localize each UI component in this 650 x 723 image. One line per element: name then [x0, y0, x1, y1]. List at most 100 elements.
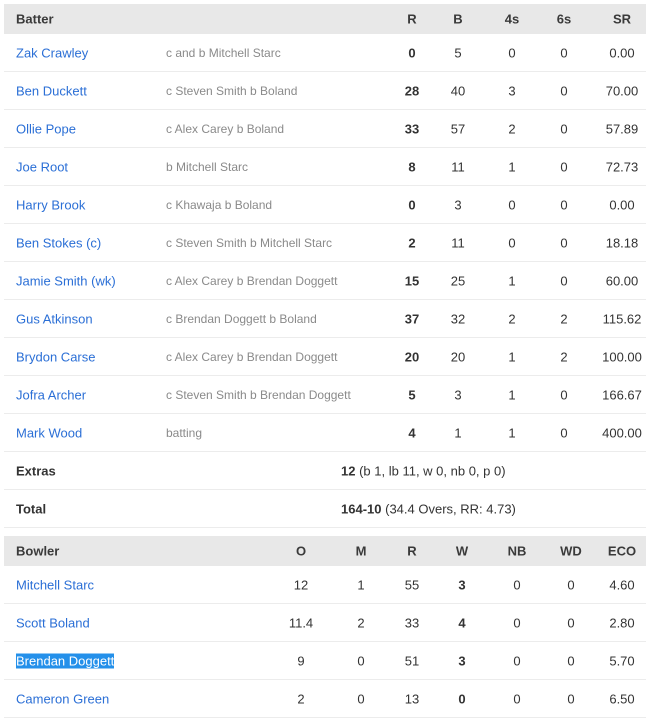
wides-value: 0	[567, 577, 575, 592]
fours-value: 1	[508, 425, 516, 440]
total-row: Total 164-10 (34.4 Overs, RR: 4.73)	[4, 490, 646, 528]
economy-value: 4.60	[609, 577, 635, 592]
bowler-name-link[interactable]: Cameron Green	[16, 691, 110, 706]
strike-rate-value: 0.00	[609, 45, 635, 60]
batter-name-link[interactable]: Jofra Archer	[16, 387, 87, 402]
wides-value: 0	[567, 615, 575, 630]
batter-name-link[interactable]: Ben Stokes (c)	[16, 235, 102, 250]
fours-value: 1	[508, 159, 516, 174]
no-balls-value: 0	[513, 577, 521, 592]
sixes-value: 0	[560, 425, 568, 440]
runs-value: 28	[404, 83, 420, 98]
batter-name-link[interactable]: Gus Atkinson	[16, 311, 93, 326]
bowling-header-maidens: M	[355, 543, 367, 559]
sixes-value: 0	[560, 273, 568, 288]
total-value: 164-10 (34.4 Overs, RR: 4.73)	[341, 501, 516, 516]
dismissal-text: c Alex Carey b Brendan Doggett	[166, 349, 338, 364]
bowling-header-wickets: W	[455, 543, 469, 559]
runs-value: 37	[404, 311, 420, 326]
runs-conceded-value: 33	[404, 615, 420, 630]
no-balls-value: 0	[513, 653, 521, 668]
wickets-value: 4	[458, 615, 466, 630]
strike-rate-value: 57.89	[605, 121, 639, 136]
batting-header-batter: Batter	[16, 11, 54, 27]
strike-rate-value: 100.00	[602, 349, 642, 364]
economy-value: 5.70	[609, 653, 635, 668]
batter-name-link[interactable]: Joe Root	[16, 159, 69, 174]
batter-name-link[interactable]: Zak Crawley	[16, 45, 89, 60]
balls-value: 11	[451, 235, 465, 250]
balls-value: 3	[454, 197, 462, 212]
wickets-value: 3	[458, 577, 466, 592]
extras-row: Extras 12 (b 1, lb 11, w 0, nb 0, p 0)	[4, 452, 646, 490]
balls-value: 25	[450, 273, 466, 288]
extras-label: Extras	[16, 463, 56, 478]
batter-row: Ollie Pope c Alex Carey b Boland 33 57 2…	[4, 110, 646, 148]
dismissal-text: c Alex Carey b Brendan Doggett	[166, 273, 338, 288]
fours-value: 0	[508, 235, 516, 250]
batter-row: Harry Brook c Khawaja b Boland 0 3 0 0 0…	[4, 186, 646, 224]
wides-value: 0	[567, 653, 575, 668]
dismissal-text: batting	[166, 425, 203, 440]
maidens-value: 1	[357, 577, 365, 592]
batter-name-link[interactable]: Brydon Carse	[16, 349, 96, 364]
maidens-value: 0	[357, 691, 365, 706]
batter-name-link[interactable]: Mark Wood	[16, 425, 83, 440]
strike-rate-value: 400.00	[602, 425, 642, 440]
strike-rate-value: 70.00	[605, 83, 639, 98]
batter-row: Ben Stokes (c) c Steven Smith b Mitchell…	[4, 224, 646, 262]
batter-name-link[interactable]: Ben Duckett	[16, 83, 87, 98]
runs-conceded-value: 51	[404, 653, 420, 668]
wides-value: 0	[567, 691, 575, 706]
strike-rate-value: 72.73	[605, 159, 639, 174]
batting-header-fours: 4s	[504, 11, 520, 27]
batter-row: Mark Wood batting 4 1 1 0 400.00	[4, 414, 646, 452]
batter-row: Gus Atkinson c Brendan Doggett b Boland …	[4, 300, 646, 338]
wickets-value: 3	[458, 653, 466, 668]
batter-row: Jamie Smith (wk) c Alex Carey b Brendan …	[4, 262, 646, 300]
bowler-name-link[interactable]: Scott Boland	[16, 615, 90, 630]
balls-value: 3	[454, 387, 462, 402]
fours-value: 1	[508, 387, 516, 402]
balls-value: 20	[450, 349, 466, 364]
bowling-header-bowler: Bowler	[16, 543, 60, 559]
runs-value: 4	[408, 425, 416, 440]
batter-row: Brydon Carse c Alex Carey b Brendan Dogg…	[4, 338, 646, 376]
sixes-value: 0	[560, 83, 568, 98]
dismissal-text: c Brendan Doggett b Boland	[166, 311, 317, 326]
batter-row: Joe Root b Mitchell Starc 8 11 1 0 72.73	[4, 148, 646, 186]
economy-value: 2.80	[609, 615, 635, 630]
bowling-header-wides: WD	[560, 543, 582, 559]
runs-value: 5	[408, 387, 416, 402]
runs-value: 33	[404, 121, 420, 136]
sixes-value: 0	[560, 121, 568, 136]
total-label: Total	[16, 501, 47, 516]
bowling-header-no-balls: NB	[507, 543, 527, 559]
bowler-name-link[interactable]: Mitchell Starc	[16, 577, 95, 592]
batter-name-link[interactable]: Harry Brook	[16, 197, 86, 212]
batter-name-link[interactable]: Jamie Smith (wk)	[16, 273, 116, 288]
dismissal-text: c Steven Smith b Brendan Doggett	[166, 387, 351, 402]
fours-value: 0	[508, 45, 516, 60]
fours-value: 2	[508, 121, 516, 136]
overs-value: 11.4	[288, 615, 314, 630]
fours-value: 2	[508, 311, 516, 326]
no-balls-value: 0	[513, 615, 521, 630]
batting-header-row: Batter R B 4s 6s SR	[4, 4, 646, 34]
runs-value: 15	[404, 273, 420, 288]
bowler-name-link-selected[interactable]: Brendan Doggett	[16, 653, 115, 668]
strike-rate-value: 60.00	[605, 273, 639, 288]
table-divider	[4, 528, 646, 536]
sixes-value: 0	[560, 197, 568, 212]
runs-conceded-value: 13	[404, 691, 420, 706]
batter-row: Ben Duckett c Steven Smith b Boland 28 4…	[4, 72, 646, 110]
sixes-value: 2	[560, 349, 568, 364]
runs-conceded-value: 55	[404, 577, 420, 592]
runs-value: 0	[408, 197, 416, 212]
batter-name-link[interactable]: Ollie Pope	[16, 121, 76, 136]
dismissal-text: c and b Mitchell Starc	[166, 45, 281, 60]
strike-rate-value: 0.00	[609, 197, 635, 212]
sixes-value: 0	[560, 45, 568, 60]
overs-value: 2	[297, 691, 305, 706]
bowling-table: Bowler O M R W NB WD ECO Mitchell Starc …	[4, 536, 646, 718]
